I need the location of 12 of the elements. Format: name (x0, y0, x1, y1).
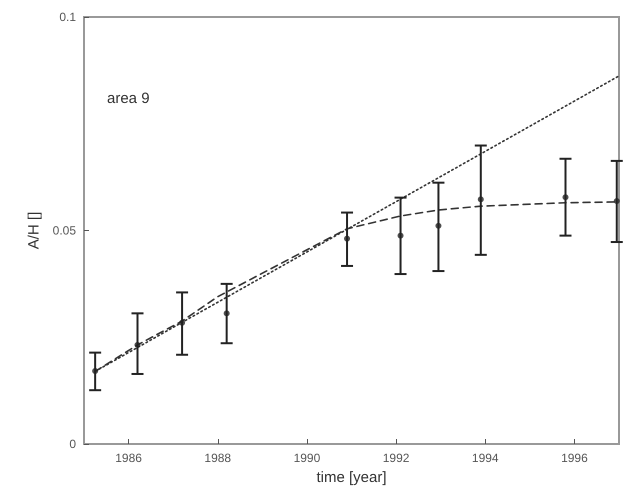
x-tick-label: 1988 (204, 451, 232, 465)
x-tick-label: 1990 (294, 451, 321, 465)
x-tick-label: 1996 (561, 451, 588, 465)
x-axis-title: time [year] (316, 469, 387, 486)
y-tick-label: 0 (69, 437, 76, 451)
y-tick-label: 0.05 (52, 224, 76, 238)
y-tick-label: 0.1 (59, 10, 76, 24)
annotation: area 9 (107, 90, 150, 107)
x-tick-label: 1994 (472, 451, 499, 465)
x-tick-label: 1992 (382, 451, 410, 465)
x-tick-label: 1986 (115, 451, 142, 465)
y-axis-title: A/H [] (26, 212, 43, 250)
